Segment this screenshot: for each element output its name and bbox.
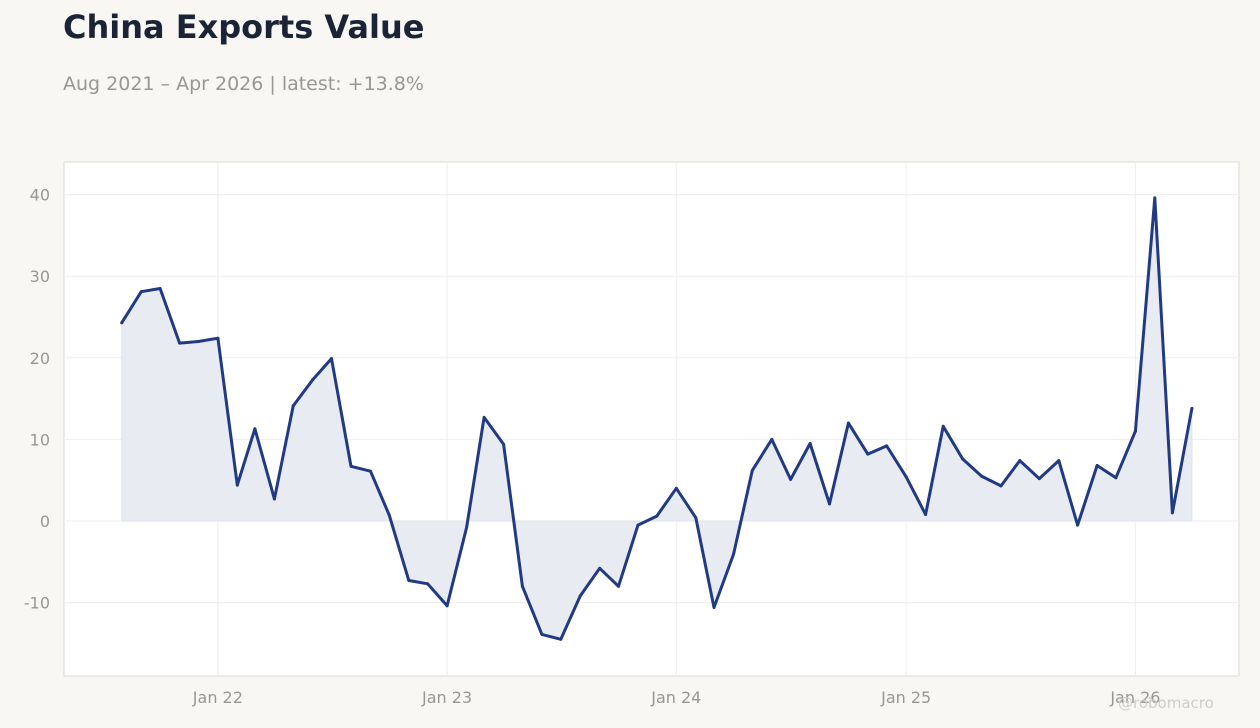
data-point: [750, 468, 754, 472]
data-point: [330, 357, 333, 361]
y-tick-label: 30: [30, 267, 50, 286]
data-point: [1153, 196, 1157, 200]
data-point: [598, 566, 602, 570]
data-point: [980, 474, 983, 478]
data-point: [770, 437, 774, 441]
data-point: [120, 321, 124, 325]
data-point: [712, 606, 716, 609]
y-axis-tick-labels: -10 0 10 20 30 40: [24, 186, 50, 613]
data-point: [540, 632, 544, 636]
x-tick-label: Jan 25: [880, 688, 931, 707]
data-point: [311, 378, 315, 382]
x-tick-label: Jan 24: [650, 688, 701, 707]
data-point: [235, 483, 239, 487]
data-point: [732, 552, 735, 556]
data-point: [578, 594, 582, 598]
data-point: [216, 336, 220, 340]
data-point: [1037, 477, 1041, 481]
data-point: [828, 502, 831, 506]
data-point: [1018, 459, 1022, 463]
data-point: [253, 427, 257, 431]
data-point: [178, 341, 182, 345]
data-point: [924, 513, 928, 516]
data-point: [426, 582, 430, 586]
data-point: [961, 457, 965, 461]
data-point: [520, 584, 524, 588]
data-point: [158, 287, 162, 290]
data-point: [387, 513, 391, 517]
x-tick-label: Jan 23: [421, 688, 472, 707]
x-tick-label: Jan 22: [192, 688, 243, 707]
y-tick-label: 40: [30, 186, 50, 205]
data-point: [291, 404, 295, 408]
data-point: [559, 637, 563, 641]
chart-subtitle: Aug 2021 – Apr 2026 | latest: +13.8%: [63, 73, 424, 95]
data-point: [655, 514, 659, 518]
y-tick-label: 20: [30, 349, 50, 368]
data-point: [407, 579, 411, 582]
data-point: [1076, 523, 1080, 527]
data-point: [904, 475, 908, 479]
data-point: [1114, 476, 1118, 480]
data-point: [808, 442, 812, 445]
data-point: [789, 477, 793, 481]
data-point: [1095, 464, 1099, 467]
data-points-layer: [120, 196, 1194, 641]
data-point: [196, 340, 200, 343]
data-point: [482, 415, 486, 419]
data-point: [445, 604, 449, 608]
data-point: [349, 464, 353, 468]
data-point: [1190, 406, 1194, 410]
y-tick-label: 10: [30, 430, 50, 449]
data-point: [502, 442, 506, 446]
data-point: [674, 486, 678, 490]
data-point: [369, 469, 372, 473]
watermark: @robomacro: [1118, 694, 1214, 712]
data-point: [636, 523, 640, 527]
data-point: [139, 290, 143, 294]
data-point: [1170, 511, 1174, 515]
chart-title: China Exports Value: [63, 8, 425, 46]
data-point: [465, 526, 469, 529]
y-tick-label: -10: [24, 594, 50, 613]
data-point: [846, 421, 850, 425]
data-point: [272, 497, 276, 501]
x-axis-tick-labels: Jan 22 Jan 23 Jan 24 Jan 25 Jan 26: [192, 688, 1161, 707]
data-point: [999, 484, 1003, 488]
data-point: [941, 424, 945, 428]
plot-area: [63, 161, 1240, 677]
data-point: [885, 444, 889, 448]
data-point: [866, 452, 870, 456]
data-point: [1057, 459, 1061, 463]
data-point: [617, 584, 620, 588]
data-point: [1133, 429, 1137, 433]
y-tick-label: 0: [40, 512, 50, 531]
x-tick-label: Jan 26: [1109, 688, 1160, 707]
data-point: [694, 516, 698, 520]
